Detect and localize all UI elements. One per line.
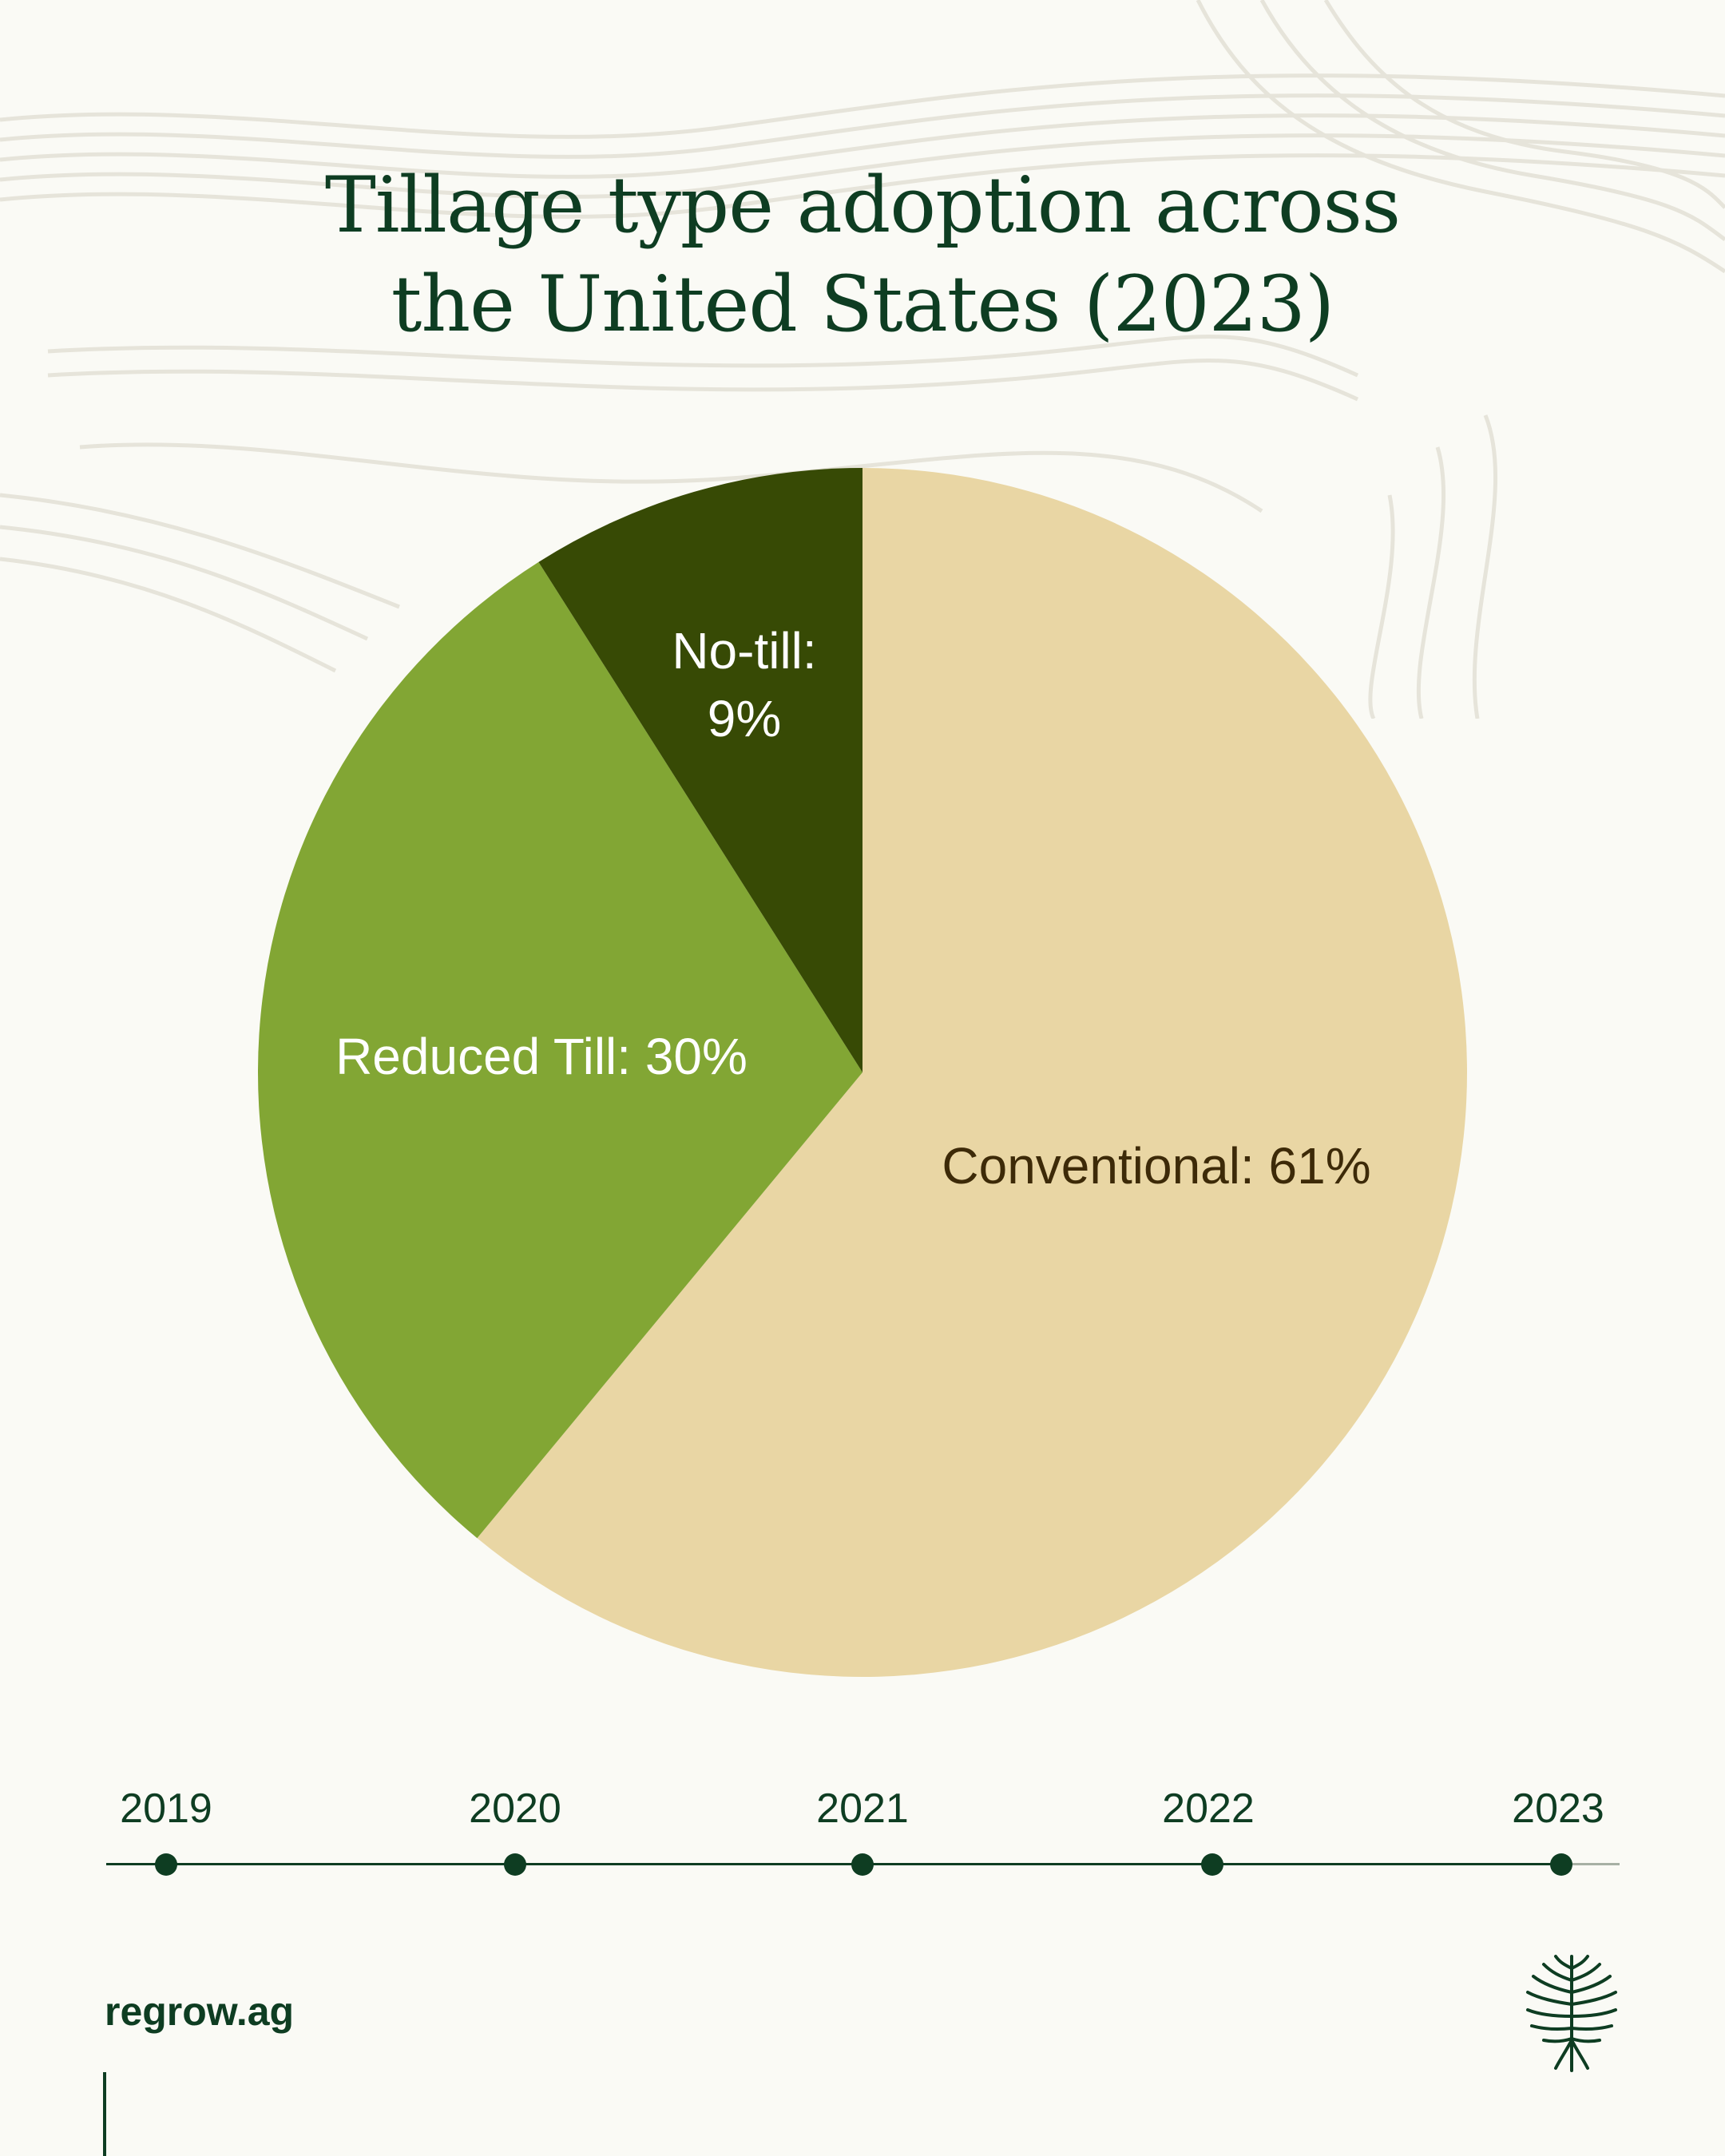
footer-url[interactable]: regrow.ag [105, 1989, 295, 2034]
timeline-year-2022[interactable]: 2022 [1162, 1785, 1255, 1832]
regrow-tree-logo-icon [1526, 1955, 1617, 2072]
chart-title-line-2: the United States (2023) [391, 260, 1335, 349]
topographic-background [0, 0, 1725, 719]
timeline-dot-2019[interactable] [155, 1853, 177, 1876]
slice-label-no-till-line-1: No-till: [672, 622, 816, 680]
slice-label-conventional: Conventional: 61% [942, 1137, 1370, 1195]
timeline-dot-2021[interactable] [851, 1853, 874, 1876]
slice-label-reduced-till: Reduced Till: 30% [335, 1028, 748, 1085]
timeline-dot-2022[interactable] [1201, 1853, 1223, 1876]
timeline-year-2023[interactable]: 2023 [1512, 1785, 1604, 1832]
timeline-year-2021[interactable]: 2021 [816, 1785, 909, 1832]
slice-label-no-till-line-2: 9% [708, 690, 782, 747]
timeline-dot-2020[interactable] [504, 1853, 526, 1876]
slice-conventional [477, 468, 1468, 1677]
timeline-year-2019[interactable]: 2019 [120, 1785, 212, 1832]
timeline-dot-2023[interactable] [1550, 1853, 1572, 1876]
slice-reduced-till [257, 561, 862, 1539]
slice-no-till [538, 468, 862, 1072]
chart-title: Tillage type adoption across the United … [0, 156, 1725, 354]
timeline-year-2020[interactable]: 2020 [469, 1785, 561, 1832]
footer-divider [103, 2072, 106, 2156]
chart-title-line-1: Tillage type adoption across [324, 161, 1401, 250]
